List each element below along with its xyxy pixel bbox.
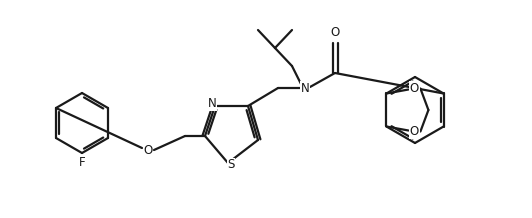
Text: O: O <box>410 125 419 138</box>
Text: O: O <box>330 27 339 39</box>
Text: N: N <box>301 82 310 94</box>
Text: F: F <box>79 157 85 170</box>
Text: N: N <box>207 97 217 111</box>
Text: O: O <box>144 143 153 157</box>
Text: O: O <box>410 82 419 95</box>
Text: S: S <box>227 158 235 172</box>
